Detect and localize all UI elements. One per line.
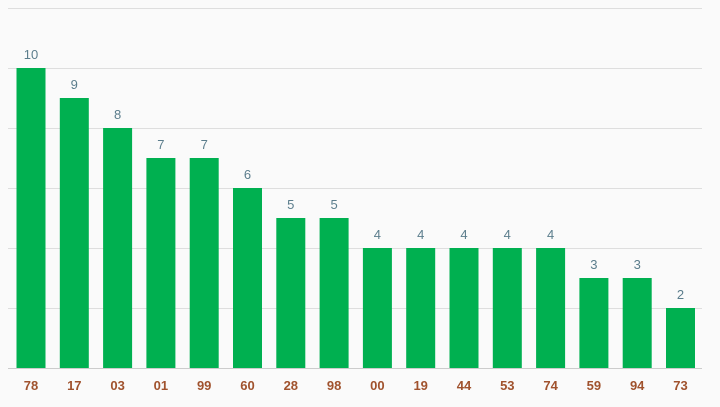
x-tick-label-44: 44 bbox=[457, 378, 472, 393]
x-tick-label-01: 01 bbox=[154, 378, 168, 393]
data-label-53: 4 bbox=[504, 227, 511, 242]
data-label-44: 4 bbox=[460, 227, 467, 242]
bar-98[interactable] bbox=[319, 218, 349, 368]
data-label-98: 5 bbox=[330, 197, 337, 212]
data-label-94: 3 bbox=[634, 257, 641, 272]
bar-03[interactable] bbox=[103, 128, 133, 368]
data-label-99: 7 bbox=[201, 137, 208, 152]
x-tick-label-17: 17 bbox=[67, 378, 81, 393]
x-tick-label-59: 59 bbox=[587, 378, 601, 393]
x-tick-label-19: 19 bbox=[413, 378, 427, 393]
bar-99[interactable] bbox=[189, 158, 219, 368]
data-label-01: 7 bbox=[157, 137, 164, 152]
data-label-17: 9 bbox=[71, 77, 78, 92]
bar-78[interactable] bbox=[16, 68, 46, 368]
bar-44[interactable] bbox=[449, 248, 479, 368]
data-label-73: 2 bbox=[677, 287, 684, 302]
data-label-03: 8 bbox=[114, 107, 121, 122]
x-tick-label-98: 98 bbox=[327, 378, 341, 393]
data-label-78: 10 bbox=[24, 47, 38, 62]
data-label-28: 5 bbox=[287, 197, 294, 212]
bar-19[interactable] bbox=[406, 248, 436, 368]
x-tick-label-00: 00 bbox=[370, 378, 384, 393]
data-label-74: 4 bbox=[547, 227, 554, 242]
bar-layer bbox=[16, 68, 695, 368]
data-label-00: 4 bbox=[374, 227, 381, 242]
x-tick-label-99: 99 bbox=[197, 378, 211, 393]
data-label-59: 3 bbox=[590, 257, 597, 272]
data-label-19: 4 bbox=[417, 227, 424, 242]
bar-17[interactable] bbox=[59, 98, 89, 368]
bar-74[interactable] bbox=[536, 248, 566, 368]
bar-94[interactable] bbox=[622, 278, 652, 368]
bar-53[interactable] bbox=[492, 248, 522, 368]
bar-28[interactable] bbox=[276, 218, 306, 368]
x-tick-label-53: 53 bbox=[500, 378, 514, 393]
x-tick-label-74: 74 bbox=[543, 378, 558, 393]
x-tick-label-60: 60 bbox=[240, 378, 254, 393]
x-tick-label-28: 28 bbox=[284, 378, 298, 393]
x-axis-tick-layer: 78 17 03 01 99 60 28 98 00 19 44 53 74 59 94 73 bbox=[24, 378, 688, 393]
x-tick-label-73: 73 bbox=[673, 378, 687, 393]
bar-59[interactable] bbox=[579, 278, 609, 368]
data-label-layer: 10 9 8 7 7 6 5 5 4 4 4 4 4 3 3 2 bbox=[24, 47, 684, 302]
data-label-60: 6 bbox=[244, 167, 251, 182]
bar-01[interactable] bbox=[146, 158, 176, 368]
x-tick-label-03: 03 bbox=[110, 378, 124, 393]
x-tick-label-78: 78 bbox=[24, 378, 38, 393]
bar-60[interactable] bbox=[233, 188, 262, 368]
bar-73[interactable] bbox=[666, 308, 695, 368]
x-tick-label-94: 94 bbox=[630, 378, 645, 393]
bar-00[interactable] bbox=[362, 248, 392, 368]
